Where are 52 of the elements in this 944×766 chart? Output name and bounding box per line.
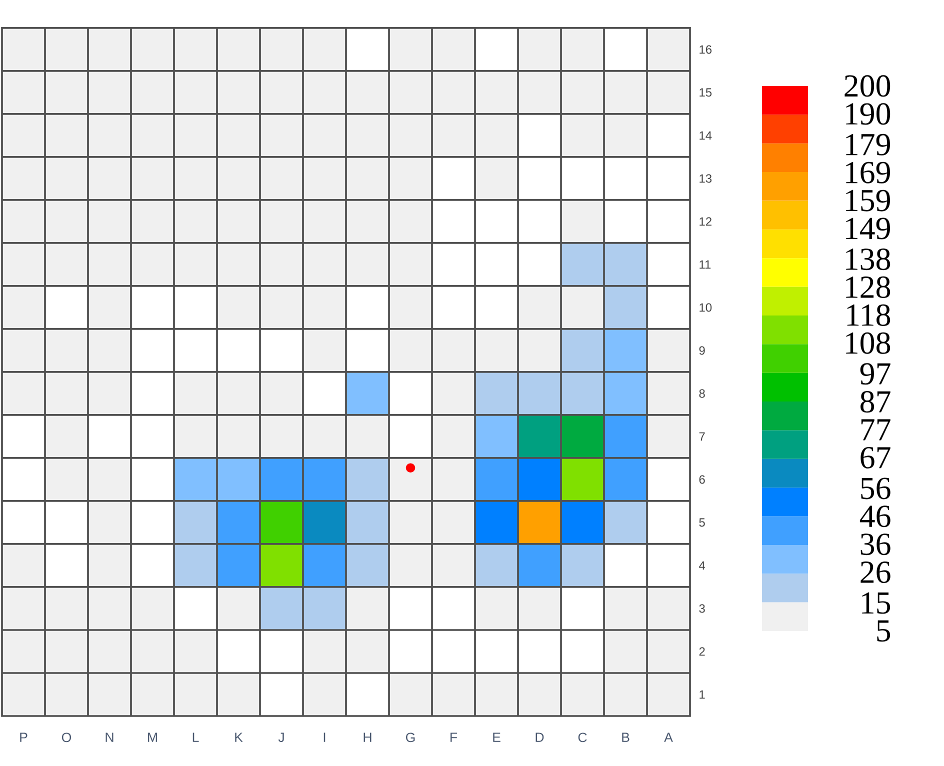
x-tick-label: C	[578, 732, 587, 742]
color-bar-label: 149	[846, 218, 890, 240]
x-tick-label: D	[536, 732, 544, 742]
color-bar-label: 108	[846, 332, 890, 354]
x-tick-label: M	[148, 732, 157, 742]
color-bar-label: 26	[860, 562, 890, 584]
y-tick-label: 3	[699, 604, 705, 613]
x-tick-label: L	[192, 732, 199, 742]
color-bar-label: 138	[846, 248, 890, 270]
color-bar-label: 118	[847, 304, 890, 326]
color-bar-label: 169	[846, 162, 890, 184]
x-tick-label: A	[664, 732, 673, 742]
color-bar-label: 77	[861, 419, 890, 440]
color-bar-label: 159	[846, 190, 890, 212]
y-tick-label: 2	[699, 647, 705, 656]
x-tick-label: H	[364, 732, 372, 742]
color-bar-label: 97	[860, 363, 890, 385]
y-tick-label: 16	[700, 45, 712, 54]
y-tick-label: 8	[699, 389, 705, 398]
color-bar-label: 67	[860, 446, 890, 468]
x-tick-label: E	[493, 732, 500, 742]
y-tick-label: 7	[699, 432, 705, 441]
y-tick-label: 11	[700, 260, 711, 269]
y-tick-label: 10	[700, 303, 712, 312]
y-tick-label: 5	[699, 518, 705, 527]
color-bar-label: 56	[861, 478, 890, 500]
color-bar-label: 36	[860, 534, 890, 556]
color-bar-label: 200	[844, 75, 890, 97]
x-tick-label: O	[62, 732, 72, 742]
color-bar-label: 179	[846, 134, 890, 156]
x-tick-label: J	[278, 732, 284, 742]
color-bar-label: 46	[860, 506, 890, 528]
color-bar-label: 5	[877, 620, 890, 642]
y-tick-label: 12	[700, 217, 712, 226]
x-tick-label: I	[324, 732, 326, 742]
x-tick-label: F	[450, 732, 458, 742]
y-tick-label: 1	[700, 690, 705, 699]
y-tick-label: 13	[700, 174, 712, 183]
color-bar-label: 87	[860, 391, 890, 413]
x-tick-label: G	[406, 732, 415, 742]
x-tick-label: P	[20, 732, 28, 742]
x-tick-label: B	[622, 732, 630, 742]
y-tick-label: 15	[700, 88, 712, 97]
y-tick-label: 9	[699, 346, 705, 355]
x-tick-label: K	[235, 732, 243, 742]
y-tick-label: 14	[700, 131, 712, 140]
color-bar-label: 128	[846, 276, 890, 298]
color-bar-label: 15	[862, 592, 890, 614]
color-bar-label: 190	[846, 103, 890, 125]
y-tick-label: 4	[698, 561, 706, 570]
y-tick-label: 6	[699, 475, 705, 484]
x-tick-label: N	[106, 732, 114, 742]
